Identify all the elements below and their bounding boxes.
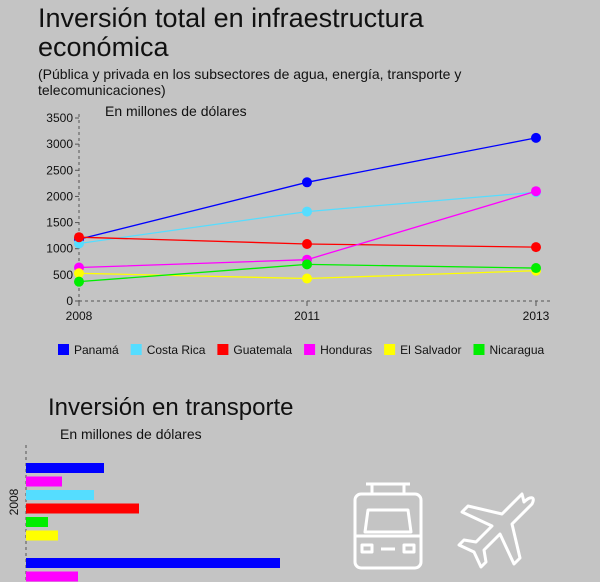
data-point	[531, 242, 541, 253]
data-point	[74, 276, 84, 287]
bar	[26, 558, 280, 568]
legend: Panamá Costa Rica Guatemala Honduras El Salv…	[58, 343, 545, 357]
y-tick-label: 3000	[46, 137, 73, 151]
y-tick-label: 0	[66, 294, 73, 308]
y-tick-label: 2500	[46, 163, 73, 177]
data-point	[74, 268, 84, 279]
legend-swatch	[217, 344, 229, 355]
y-tick-label: 2000	[46, 189, 73, 203]
bus-icon	[353, 482, 423, 570]
data-point	[531, 132, 541, 143]
bar	[26, 517, 48, 527]
x-tick-label: 2013	[523, 309, 550, 323]
group-label: 2008	[7, 488, 21, 515]
y-tick-label: 1000	[46, 242, 73, 256]
legend-swatch	[384, 344, 396, 355]
airplane-icon	[457, 492, 535, 569]
series-line	[78, 137, 537, 240]
legend-swatch	[58, 344, 69, 355]
x-tick-label: 2011	[294, 309, 320, 323]
data-point	[74, 232, 84, 243]
data-point	[302, 177, 312, 188]
legend-swatch	[473, 344, 485, 355]
data-point	[302, 273, 312, 284]
bar	[26, 476, 62, 487]
legend-label: El Salvador	[400, 343, 461, 357]
transport-title: Inversión en transporte	[48, 394, 294, 421]
bar	[26, 530, 58, 541]
line-chart: 0 500 1000 1500 2000 2500 3000 3500 2008 2011 2013	[46, 111, 553, 323]
data-point	[531, 186, 541, 197]
y-tick-label: 500	[53, 268, 73, 282]
x-tick-label: 2008	[66, 309, 93, 323]
bar	[26, 490, 94, 500]
chart-subtitle: (Pública y privada en los subsectores de…	[38, 66, 462, 98]
transport-unit-label: En millones de dólares	[60, 426, 202, 442]
bar-chart: 2008	[7, 445, 280, 582]
legend-label: Panamá	[74, 343, 119, 357]
data-point	[302, 206, 312, 217]
legend-swatch	[304, 344, 316, 355]
legend-label: Guatemala	[233, 343, 292, 357]
y-tick-label: 1500	[46, 216, 73, 230]
bar	[26, 463, 104, 473]
chart-title: Inversión total en infraestructura econó…	[38, 3, 424, 62]
series-line	[78, 191, 537, 245]
legend-label: Costa Rica	[147, 343, 206, 357]
y-axis-label: En millones de dólares	[105, 103, 247, 119]
data-point	[302, 259, 312, 270]
legend-label: Honduras	[320, 343, 372, 357]
legend-swatch	[130, 344, 142, 355]
y-tick-label: 3500	[46, 111, 73, 125]
bar	[26, 571, 78, 582]
legend-label: Nicaragua	[490, 343, 545, 357]
data-point	[302, 239, 312, 250]
bar	[26, 503, 139, 514]
data-point	[531, 263, 541, 274]
